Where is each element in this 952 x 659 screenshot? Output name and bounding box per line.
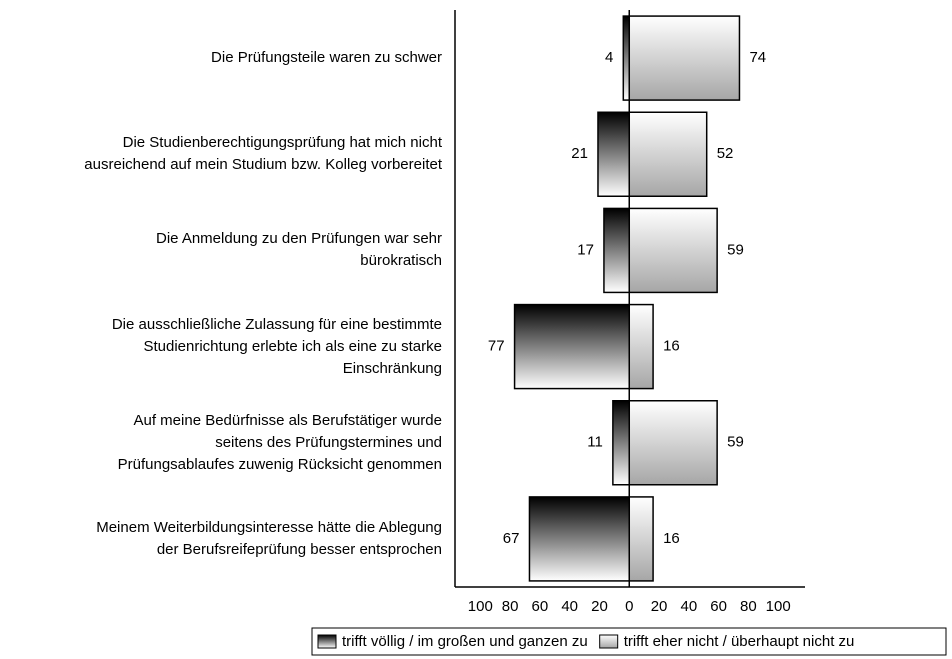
x-tick-label: 60 [532, 598, 549, 615]
legend-swatch [317, 634, 337, 649]
bar [597, 111, 631, 197]
category-label: Die ausschließliche Zulassung für eine b… [111, 315, 442, 377]
x-tick-label: 20 [651, 598, 668, 615]
category-label: Die Anmeldung zu den Prüfungen war sehr … [155, 230, 442, 270]
value-label: 17 [577, 241, 594, 258]
legend-label: trifft eher nicht / überhaupt nicht zu [624, 633, 855, 650]
bar [628, 496, 654, 582]
bar [628, 207, 718, 294]
value-label: 11 [587, 434, 603, 451]
bar [603, 207, 631, 294]
category-label: Die Studienberechtigungsprüfung hat mich… [84, 134, 442, 174]
x-tick-label: 0 [625, 598, 633, 615]
category-label: Die Prüfungsteile waren zu schwer [211, 49, 442, 67]
bar [628, 111, 708, 197]
value-label: 4 [605, 49, 613, 66]
bar [528, 496, 631, 582]
x-tick-label: 40 [561, 598, 578, 615]
bar [628, 15, 741, 101]
bar [628, 303, 654, 390]
value-label: 16 [663, 338, 680, 355]
value-label: 16 [663, 530, 680, 547]
bar [513, 303, 631, 390]
x-tick-label: 80 [740, 598, 757, 615]
bar [628, 400, 718, 486]
value-label: 59 [727, 241, 744, 258]
x-tick-label: 100 [766, 598, 791, 615]
bar [622, 15, 631, 101]
x-tick-label: 80 [502, 598, 519, 615]
x-tick-label: 20 [591, 598, 608, 615]
value-label: 77 [488, 338, 505, 355]
value-label: 52 [717, 145, 734, 162]
x-tick-label: 40 [680, 598, 697, 615]
legend-swatch [599, 634, 619, 649]
value-label: 67 [503, 530, 520, 547]
category-label: Meinem Weiterbildungsinteresse hätte die… [96, 518, 442, 558]
value-label: 59 [727, 434, 744, 451]
legend-label: trifft völlig / im großen und ganzen zu [342, 633, 588, 650]
value-label: 21 [571, 145, 588, 162]
x-tick-label: 60 [710, 598, 727, 615]
category-label: Auf meine Bedürfnisse als Berufstätiger … [117, 411, 442, 473]
x-tick-label: 100 [468, 598, 493, 615]
value-label: 74 [749, 49, 766, 66]
bar [612, 400, 631, 486]
legend-box [311, 627, 947, 656]
